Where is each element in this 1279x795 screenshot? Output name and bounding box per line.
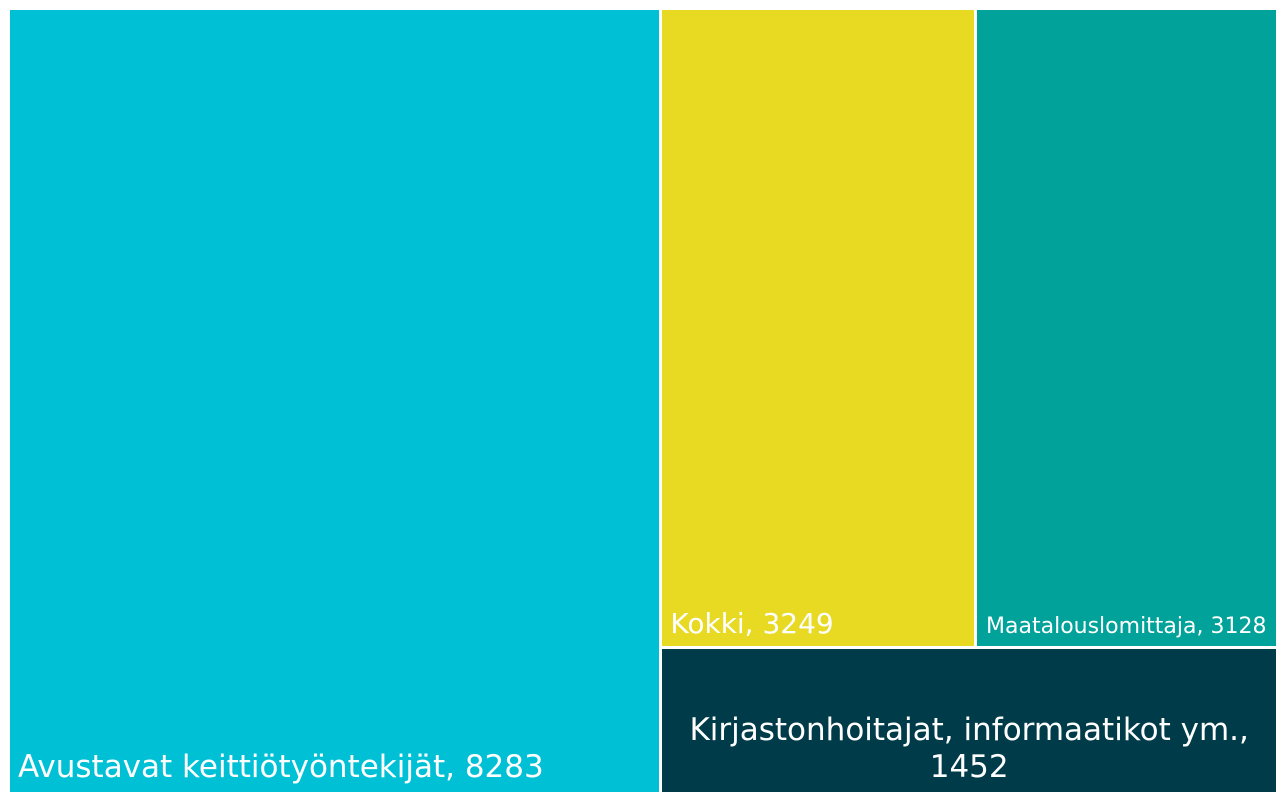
tile-label: Kirjastonhoitajat, informaatikot ym., 14… — [689, 711, 1249, 785]
tile: Avustavat keittiötyöntekijät, 8283 — [10, 10, 660, 792]
tile-label: Maatalouslomittaja, 3128 — [986, 614, 1267, 640]
tile: Kirjastonhoitajat, informaatikot ym., 14… — [662, 649, 1276, 792]
tile: Kokki, 3249 — [662, 10, 974, 647]
tile: Maatalouslomittaja, 3128 — [976, 10, 1276, 647]
tile-label: Avustavat keittiötyöntekijät, 8283 — [18, 748, 544, 785]
tile-label: Kokki, 3249 — [670, 606, 834, 640]
